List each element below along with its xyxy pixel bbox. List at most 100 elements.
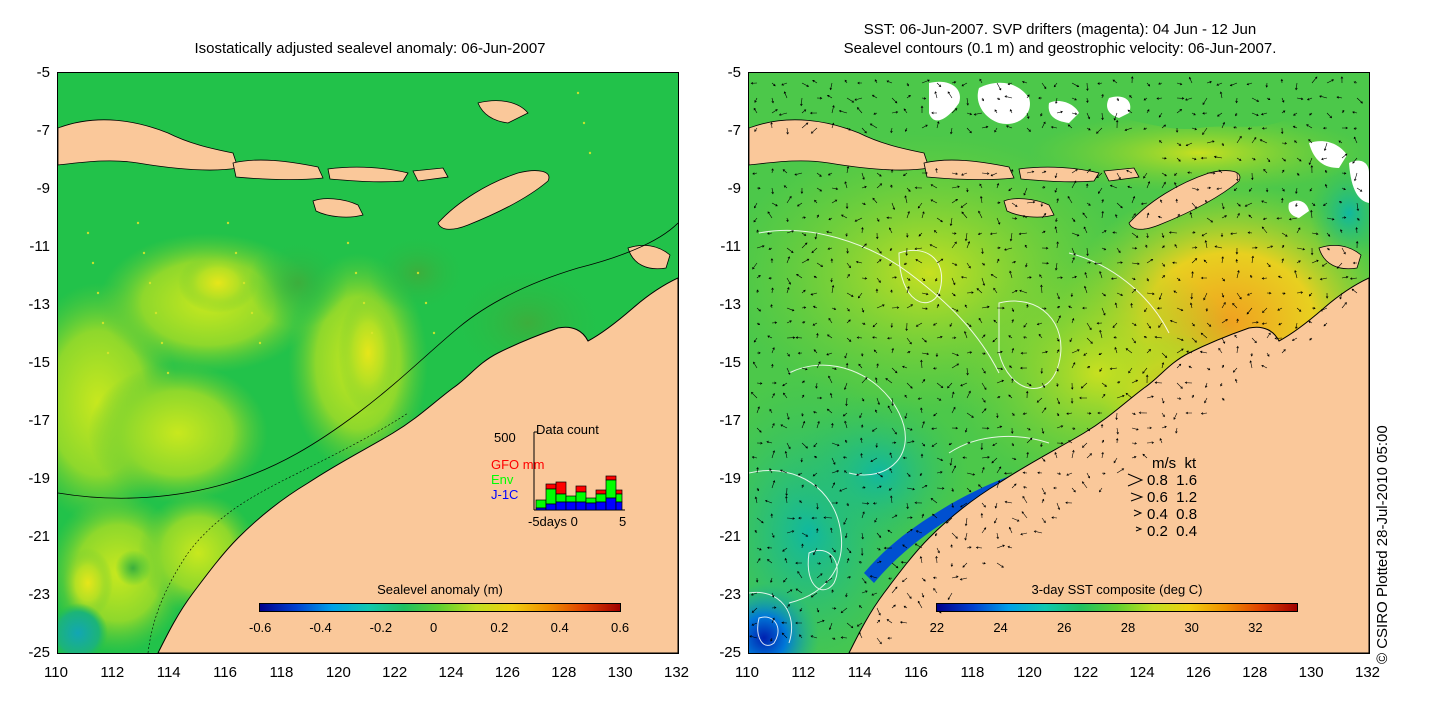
x-tick-label: 118 [269,664,294,681]
velocity-vector [966,441,971,445]
velocity-vector [981,305,990,309]
right-map-title-line1: SST: 06-Jun-2007. SVP drifters (magenta)… [863,21,1257,38]
velocity-vector [890,322,894,328]
velocity-vector [921,577,926,582]
velocity-vector [1263,168,1268,174]
velocity-vector [918,232,923,237]
velocity-vector [920,407,923,414]
velocity-vector [1040,284,1043,294]
velocity-vector [1086,453,1093,459]
velocity-vector [891,586,898,594]
velocity-vector [830,527,833,534]
velocity-vector [1096,172,1103,178]
velocity-vector [976,288,983,294]
velocity-vector [1086,261,1091,264]
velocity-vector [860,424,864,429]
velocity-vector [1146,82,1151,87]
y-tick-label: -21 [28,528,50,545]
velocity-vector [936,335,943,339]
velocity-vector [993,319,998,324]
velocity-vector [1067,196,1073,204]
velocity-vector [799,500,803,504]
velocity-vector [1176,277,1181,281]
velocity-vector [1310,247,1314,256]
velocity-vector [873,112,878,115]
velocity-vector [1341,247,1346,255]
velocity-vector [801,394,805,399]
velocity-vector [845,397,848,407]
velocity-vector [917,202,923,209]
velocity-vector [1011,217,1018,220]
velocity-vector [914,543,923,549]
velocity-vector [886,216,893,220]
velocity-vector [861,322,866,325]
velocity-vector [1113,457,1118,464]
velocity-vector [1236,292,1242,300]
velocity-vector [831,284,835,294]
velocity-vector [951,575,959,579]
velocity-vector [1236,270,1240,279]
velocity-vector [831,547,836,553]
velocity-vector [996,425,1003,429]
velocity-vector [1251,321,1259,324]
velocity-vector [891,367,898,374]
velocity-vector [875,409,878,414]
velocity-vector [921,442,926,447]
velocity-vector [876,363,879,369]
velocity-vector [1206,367,1211,371]
velocity-vector [981,125,989,129]
velocity-vector [816,619,825,624]
velocity-vector [981,527,987,534]
velocity-vector [1071,112,1078,115]
velocity-vector [844,79,848,84]
y-tick-label: -9 [36,180,50,197]
velocity-vector [1009,232,1013,242]
velocity-vector [966,546,972,549]
velocity-vector [861,486,866,489]
velocity-vector [838,110,848,114]
velocity-vector [1323,142,1328,151]
histogram-label-j1c: J-1C [491,487,519,502]
velocity-vector [1191,337,1197,343]
y-tick-label: -5 [727,64,741,81]
velocity-vector [996,412,999,419]
velocity-vector [876,304,885,309]
velocity-vector [783,91,788,99]
velocity-vector [846,166,850,174]
velocity-vector [964,532,968,541]
velocity-vector [1277,307,1283,311]
velocity-vector [1202,97,1208,105]
velocity-vector [1288,217,1298,221]
velocity-vector [1086,247,1089,257]
velocity-vector [1281,110,1286,114]
velocity-legend-row: 0.4 0.8 [1147,506,1198,523]
velocity-vector [1114,302,1118,309]
x-tick-label: 132 [1355,664,1381,681]
velocity-vector [904,127,908,132]
velocity-vector [1341,110,1345,114]
velocity-vector [813,349,818,354]
y-tick-label: -11 [720,238,741,255]
velocity-vector [1168,231,1178,234]
velocity-vector [1352,111,1358,114]
velocity-vector [1129,95,1133,99]
velocity-vector [1116,261,1123,264]
velocity-vector [860,453,863,459]
velocity-vector [996,201,1001,205]
velocity-vector [799,607,803,612]
velocity-vector [1100,423,1104,429]
velocity-vector [1191,157,1197,161]
velocity-vector [1096,127,1103,134]
velocity-vector [1143,127,1148,130]
velocity-vector [1281,187,1285,192]
velocity-vector [876,277,881,283]
velocity-vector [990,274,998,279]
colorbar-tick-label: 0.6 [611,620,630,635]
velocity-vector [996,306,1005,310]
velocity-vector [756,275,761,279]
velocity-vector [751,456,758,459]
velocity-vector [816,262,824,267]
left-map-title: Isostatically adjusted sealevel anomaly:… [194,40,546,57]
velocity-vector [929,244,938,249]
velocity-vector [1326,79,1335,84]
